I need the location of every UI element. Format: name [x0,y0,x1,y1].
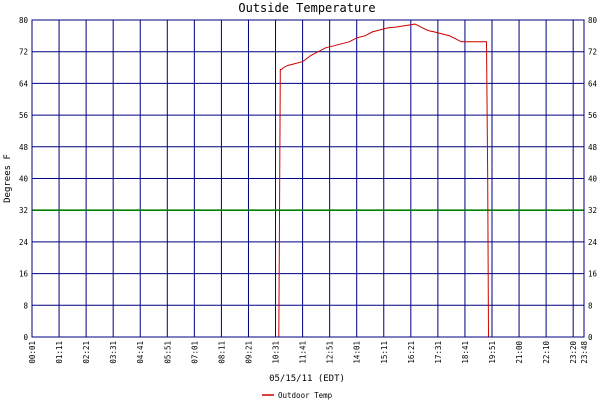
y-tick-label-left: 24 [19,238,29,247]
x-axis: 00:01 01:11 02:21 03:31 04:41 05:51 07:01 08:11… [28,341,589,364]
y-tick-label-left: 72 [19,48,28,57]
x-tick-label: 22:10 [542,341,551,364]
x-axis-label: 05/15/11 (EDT) [269,374,345,384]
y-tick-label-left: 48 [19,143,29,152]
x-tick-label: 08:11 [217,341,226,364]
x-tick-label: 07:01 [190,341,199,364]
series-layer [32,23,584,338]
y-tick-label-left: 56 [19,111,29,120]
x-tick-label: 17:31 [434,341,443,364]
y-tick-label-left: 16 [19,270,29,279]
series-line-outdoor-temp [32,23,584,338]
x-tick-label: 21:00 [515,341,524,364]
plot-frame [31,19,585,338]
y-tick-label-left: 8 [23,301,28,310]
x-tick-label: 10:31 [272,341,281,364]
x-tick-label: 18:41 [461,341,470,364]
x-tick-label: 05:51 [163,341,172,364]
x-tick-label: 23:20 [569,341,578,364]
y-tick-label-right: 64 [588,79,598,88]
y-tick-label-right: 32 [588,206,597,215]
y-tick-label-right: 80 [588,16,598,25]
y-tick-label-right: 72 [588,48,597,57]
y-tick-label-left: 0 [23,333,28,342]
x-tick-label: 23:48 [580,341,589,364]
legend: Outdoor Temp [262,391,333,400]
y-axis-right: 0 8 16 24 32 40 48 56 64 72 80 [588,16,598,342]
y-tick-label-right: 40 [588,175,598,184]
x-tick-label: 02:21 [82,341,91,364]
y-axis-left: 0 8 16 24 32 40 48 56 64 72 80 [19,16,29,342]
y-tick-label-right: 56 [588,111,598,120]
x-tick-label: 04:41 [136,341,145,364]
x-tick-label: 19:51 [488,341,497,364]
y-tick-label-left: 40 [19,175,29,184]
y-tick-label-right: 0 [588,333,593,342]
x-tick-label: 15:11 [380,341,389,364]
x-tick-label: 16:21 [407,341,416,364]
x-tick-label: 09:21 [244,341,253,364]
y-tick-label-left: 32 [19,206,28,215]
y-tick-label-right: 16 [588,270,598,279]
y-tick-label-right: 48 [588,143,598,152]
legend-label-outdoor-temp: Outdoor Temp [278,391,333,400]
x-tick-label: 03:31 [109,341,118,364]
y-tick-label-left: 80 [19,16,29,25]
x-tick-label: 00:01 [28,341,37,364]
x-tick-label: 11:41 [299,341,308,364]
x-tick-label: 01:11 [55,341,64,364]
y-tick-label-right: 8 [588,301,593,310]
y-tick-label-left: 64 [19,79,29,88]
chart-title: Outside Temperature [238,1,375,15]
x-tick-label: 12:51 [326,341,335,364]
y-axis-label: Degrees F [3,154,13,203]
y-tick-label-right: 24 [588,238,598,247]
x-tick-label: 14:01 [353,341,362,364]
